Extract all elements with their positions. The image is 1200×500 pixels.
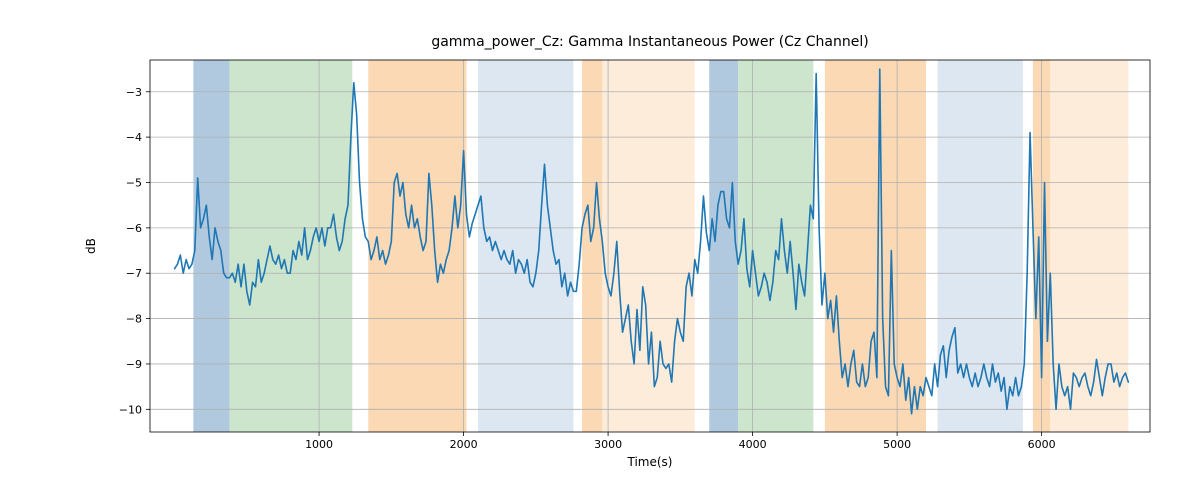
y-tick-label: −7 xyxy=(126,267,142,280)
y-axis-label: dB xyxy=(84,238,98,254)
x-tick-label: 1000 xyxy=(305,438,333,451)
y-tick-label: −5 xyxy=(126,176,142,189)
phase-bands xyxy=(193,60,1128,432)
phase-band xyxy=(582,60,602,432)
phase-band xyxy=(709,60,738,432)
x-tick-label: 3000 xyxy=(594,438,622,451)
phase-band xyxy=(938,60,1023,432)
phase-band xyxy=(368,60,466,432)
y-tick-label: −6 xyxy=(126,222,142,235)
x-tick-label: 6000 xyxy=(1028,438,1056,451)
y-tick-label: −8 xyxy=(126,313,142,326)
chart-svg: 1000 2000 3000 4000 5000 6000 −10 −9 −8 −7 −6 −5 −4 −… xyxy=(0,0,1200,500)
x-tick-label: 4000 xyxy=(739,438,767,451)
x-tick-label: 2000 xyxy=(450,438,478,451)
phase-band xyxy=(193,60,229,432)
y-tick-label: −9 xyxy=(126,358,142,371)
chart-title: gamma_power_Cz: Gamma Instantaneous Powe… xyxy=(431,34,868,50)
y-tick-label: −3 xyxy=(126,86,142,99)
phase-band xyxy=(825,60,926,432)
x-tick-label: 5000 xyxy=(883,438,911,451)
phase-band xyxy=(229,60,352,432)
phase-band xyxy=(738,60,813,432)
chart-container: 1000 2000 3000 4000 5000 6000 −10 −9 −8 −7 −6 −5 −4 −… xyxy=(0,0,1200,500)
x-axis-label: Time(s) xyxy=(627,455,673,469)
y-tick-label: −10 xyxy=(119,403,142,416)
y-tick-label: −4 xyxy=(126,131,142,144)
